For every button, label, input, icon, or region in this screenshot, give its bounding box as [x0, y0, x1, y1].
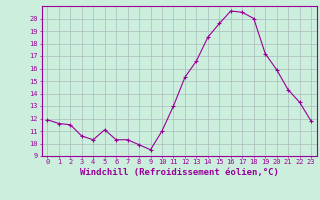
X-axis label: Windchill (Refroidissement éolien,°C): Windchill (Refroidissement éolien,°C): [80, 168, 279, 177]
